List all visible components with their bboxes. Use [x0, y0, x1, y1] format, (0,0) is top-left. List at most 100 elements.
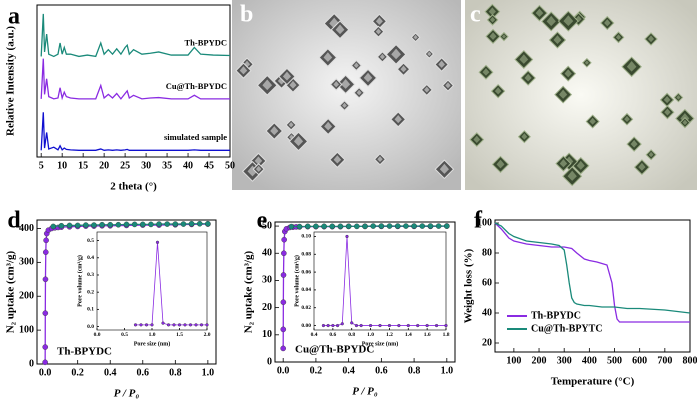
marker — [155, 240, 160, 244]
x-tick-label: 15 — [78, 160, 88, 171]
x-tick-label: 100 — [506, 355, 521, 366]
marker — [416, 323, 420, 328]
marker — [326, 323, 330, 328]
marker — [188, 323, 193, 327]
x-axis-label: 2 theta (°) — [110, 181, 157, 193]
marker — [411, 223, 417, 229]
crystal-face — [400, 65, 407, 73]
crystal-face — [341, 78, 351, 89]
marker — [321, 223, 327, 230]
panel-letter: e — [257, 208, 268, 234]
crystal-face — [262, 79, 273, 91]
y-tick-label: 50 — [262, 220, 272, 231]
plot-frame — [313, 231, 447, 331]
crystal-face — [363, 72, 373, 83]
marker — [280, 326, 287, 333]
x-tick-label: 500 — [607, 355, 622, 366]
x-tick-label: 0.0 — [39, 367, 52, 378]
x-axis-label: Pore size (nm) — [362, 340, 399, 347]
marker — [359, 323, 363, 328]
crystal-face — [546, 15, 556, 27]
y-tick-label: 100 — [19, 324, 34, 335]
plot-frame — [274, 221, 456, 363]
y-tick-label: 0.04 — [301, 287, 311, 293]
y-tick-label: 40 — [262, 248, 272, 259]
marker — [419, 223, 426, 229]
crystal-face — [482, 68, 490, 76]
crystal-face — [270, 126, 279, 136]
panel-letter: d — [7, 208, 21, 234]
x-tick-label: 0.8 — [348, 332, 355, 338]
x-tick-label: 0.4 — [311, 332, 318, 338]
crystal-face — [488, 7, 496, 16]
y-tick-label: 0.4 — [87, 255, 94, 261]
marker — [304, 223, 311, 230]
x-tick-label: 0.2 — [71, 367, 84, 378]
crystal-face — [524, 73, 532, 82]
crystal-face — [624, 115, 630, 123]
crystal-face — [356, 89, 362, 96]
x-tick-label: 300 — [557, 355, 572, 366]
crystal-face — [394, 115, 402, 124]
panel-letter: b — [240, 2, 253, 28]
crystal-face — [682, 119, 688, 126]
marker — [337, 223, 344, 230]
x-tick-label: 1.0 — [441, 365, 454, 376]
marker — [425, 323, 429, 328]
y-tick-label: 0 — [267, 356, 272, 367]
marker — [321, 323, 326, 328]
crystal-face — [589, 117, 596, 125]
crystal-face — [489, 32, 497, 40]
marker — [188, 220, 195, 227]
x-tick-label: 1.2 — [386, 332, 393, 338]
x-axis-label: P / P₀ — [114, 388, 140, 400]
marker — [83, 222, 89, 228]
x-tick-label: 0.2 — [310, 365, 323, 376]
x-tick-label: 0.4 — [104, 367, 117, 378]
marker — [280, 272, 287, 278]
marker — [406, 323, 410, 328]
marker — [74, 222, 81, 229]
crystal-face — [427, 51, 432, 57]
x-tick-label: 1.6 — [424, 332, 431, 338]
x-tick-label: 5 — [39, 160, 44, 171]
marker — [329, 223, 336, 230]
x-axis-label: Temperature (°C) — [551, 376, 635, 388]
x-tick-label: 30 — [141, 160, 151, 171]
marker — [50, 223, 57, 230]
marker — [387, 323, 392, 328]
crystal-face — [277, 76, 286, 85]
crystal-face — [676, 94, 681, 100]
marker — [370, 223, 376, 229]
crystal-face — [553, 35, 562, 44]
crystal-face — [375, 17, 383, 25]
crystal-face — [647, 35, 655, 43]
crystal-face — [567, 170, 577, 181]
crystal-face — [564, 69, 572, 78]
x-tick-label: 50 — [225, 160, 235, 171]
crystal-face — [648, 151, 654, 158]
marker — [131, 221, 138, 228]
marker — [139, 221, 146, 228]
crystal-face — [663, 95, 671, 104]
x-tick-label: 0.0 — [277, 365, 290, 376]
y-tick-label: 0.00 — [301, 323, 311, 329]
marker — [177, 323, 182, 327]
marker — [42, 249, 49, 255]
legend-label: Th-BPYDC — [531, 310, 581, 321]
y-tick-label: 0.3 — [87, 272, 94, 278]
marker — [180, 221, 187, 227]
y-tick-label: 200 — [19, 291, 34, 302]
x-tick-label: 45 — [204, 160, 214, 171]
crystal-face — [333, 155, 342, 164]
crystal-face — [293, 135, 304, 146]
y-tick-label: 60 — [482, 277, 492, 288]
marker — [43, 237, 49, 244]
marker — [144, 323, 149, 327]
y-tick-label: 20 — [262, 302, 272, 313]
crystal-face — [519, 54, 529, 64]
y-tick-label: 100 — [477, 217, 492, 228]
marker — [435, 223, 442, 229]
marker — [288, 223, 295, 230]
y-tick-label: 400 — [19, 223, 34, 234]
